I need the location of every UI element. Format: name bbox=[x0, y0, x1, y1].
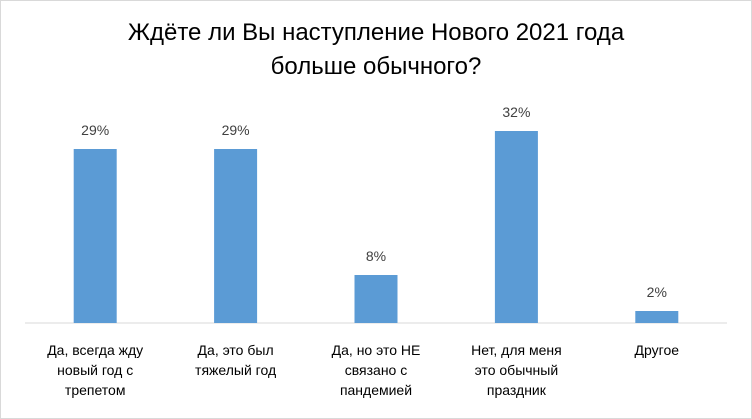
bar-2 bbox=[214, 149, 258, 323]
category-label-4-line-1: Нет, для меня bbox=[471, 342, 562, 358]
chart-title-line-2: больше обычного? bbox=[270, 53, 482, 80]
chart-title-line-1: Ждёте ли Вы наступление Нового 2021 года bbox=[127, 19, 625, 46]
bar-4 bbox=[494, 131, 538, 323]
data-label-2: 29% bbox=[222, 122, 250, 138]
category-label-5-line-1: Другое bbox=[635, 342, 680, 358]
data-label-1: 29% bbox=[81, 122, 109, 138]
data-label-3: 8% bbox=[366, 248, 386, 264]
category-label-1-line-2: новый год с bbox=[57, 362, 133, 378]
data-label-5: 2% bbox=[647, 284, 667, 300]
category-label-3-line-2: связано с bbox=[345, 362, 407, 378]
chart-title: Ждёте ли Вы наступление Нового 2021 года… bbox=[0, 16, 752, 84]
category-label-4-line-2: это обычный bbox=[475, 362, 559, 378]
bar-5 bbox=[635, 311, 679, 323]
bar-3 bbox=[354, 275, 398, 323]
category-label-4-line-3: праздник bbox=[487, 382, 547, 398]
category-label-3-line-3: пандемией bbox=[340, 382, 412, 398]
data-label-4: 32% bbox=[502, 104, 530, 120]
category-label-1-line-1: Да, всегда жду bbox=[47, 342, 143, 358]
category-label-2-line-2: тяжелый год bbox=[195, 362, 276, 378]
category-label-2-line-1: Да, это был bbox=[198, 342, 274, 358]
category-label-1-line-3: трепетом bbox=[65, 382, 126, 398]
category-label-3-line-1: Да, но это НЕ bbox=[332, 342, 421, 358]
bar-1 bbox=[73, 149, 117, 323]
